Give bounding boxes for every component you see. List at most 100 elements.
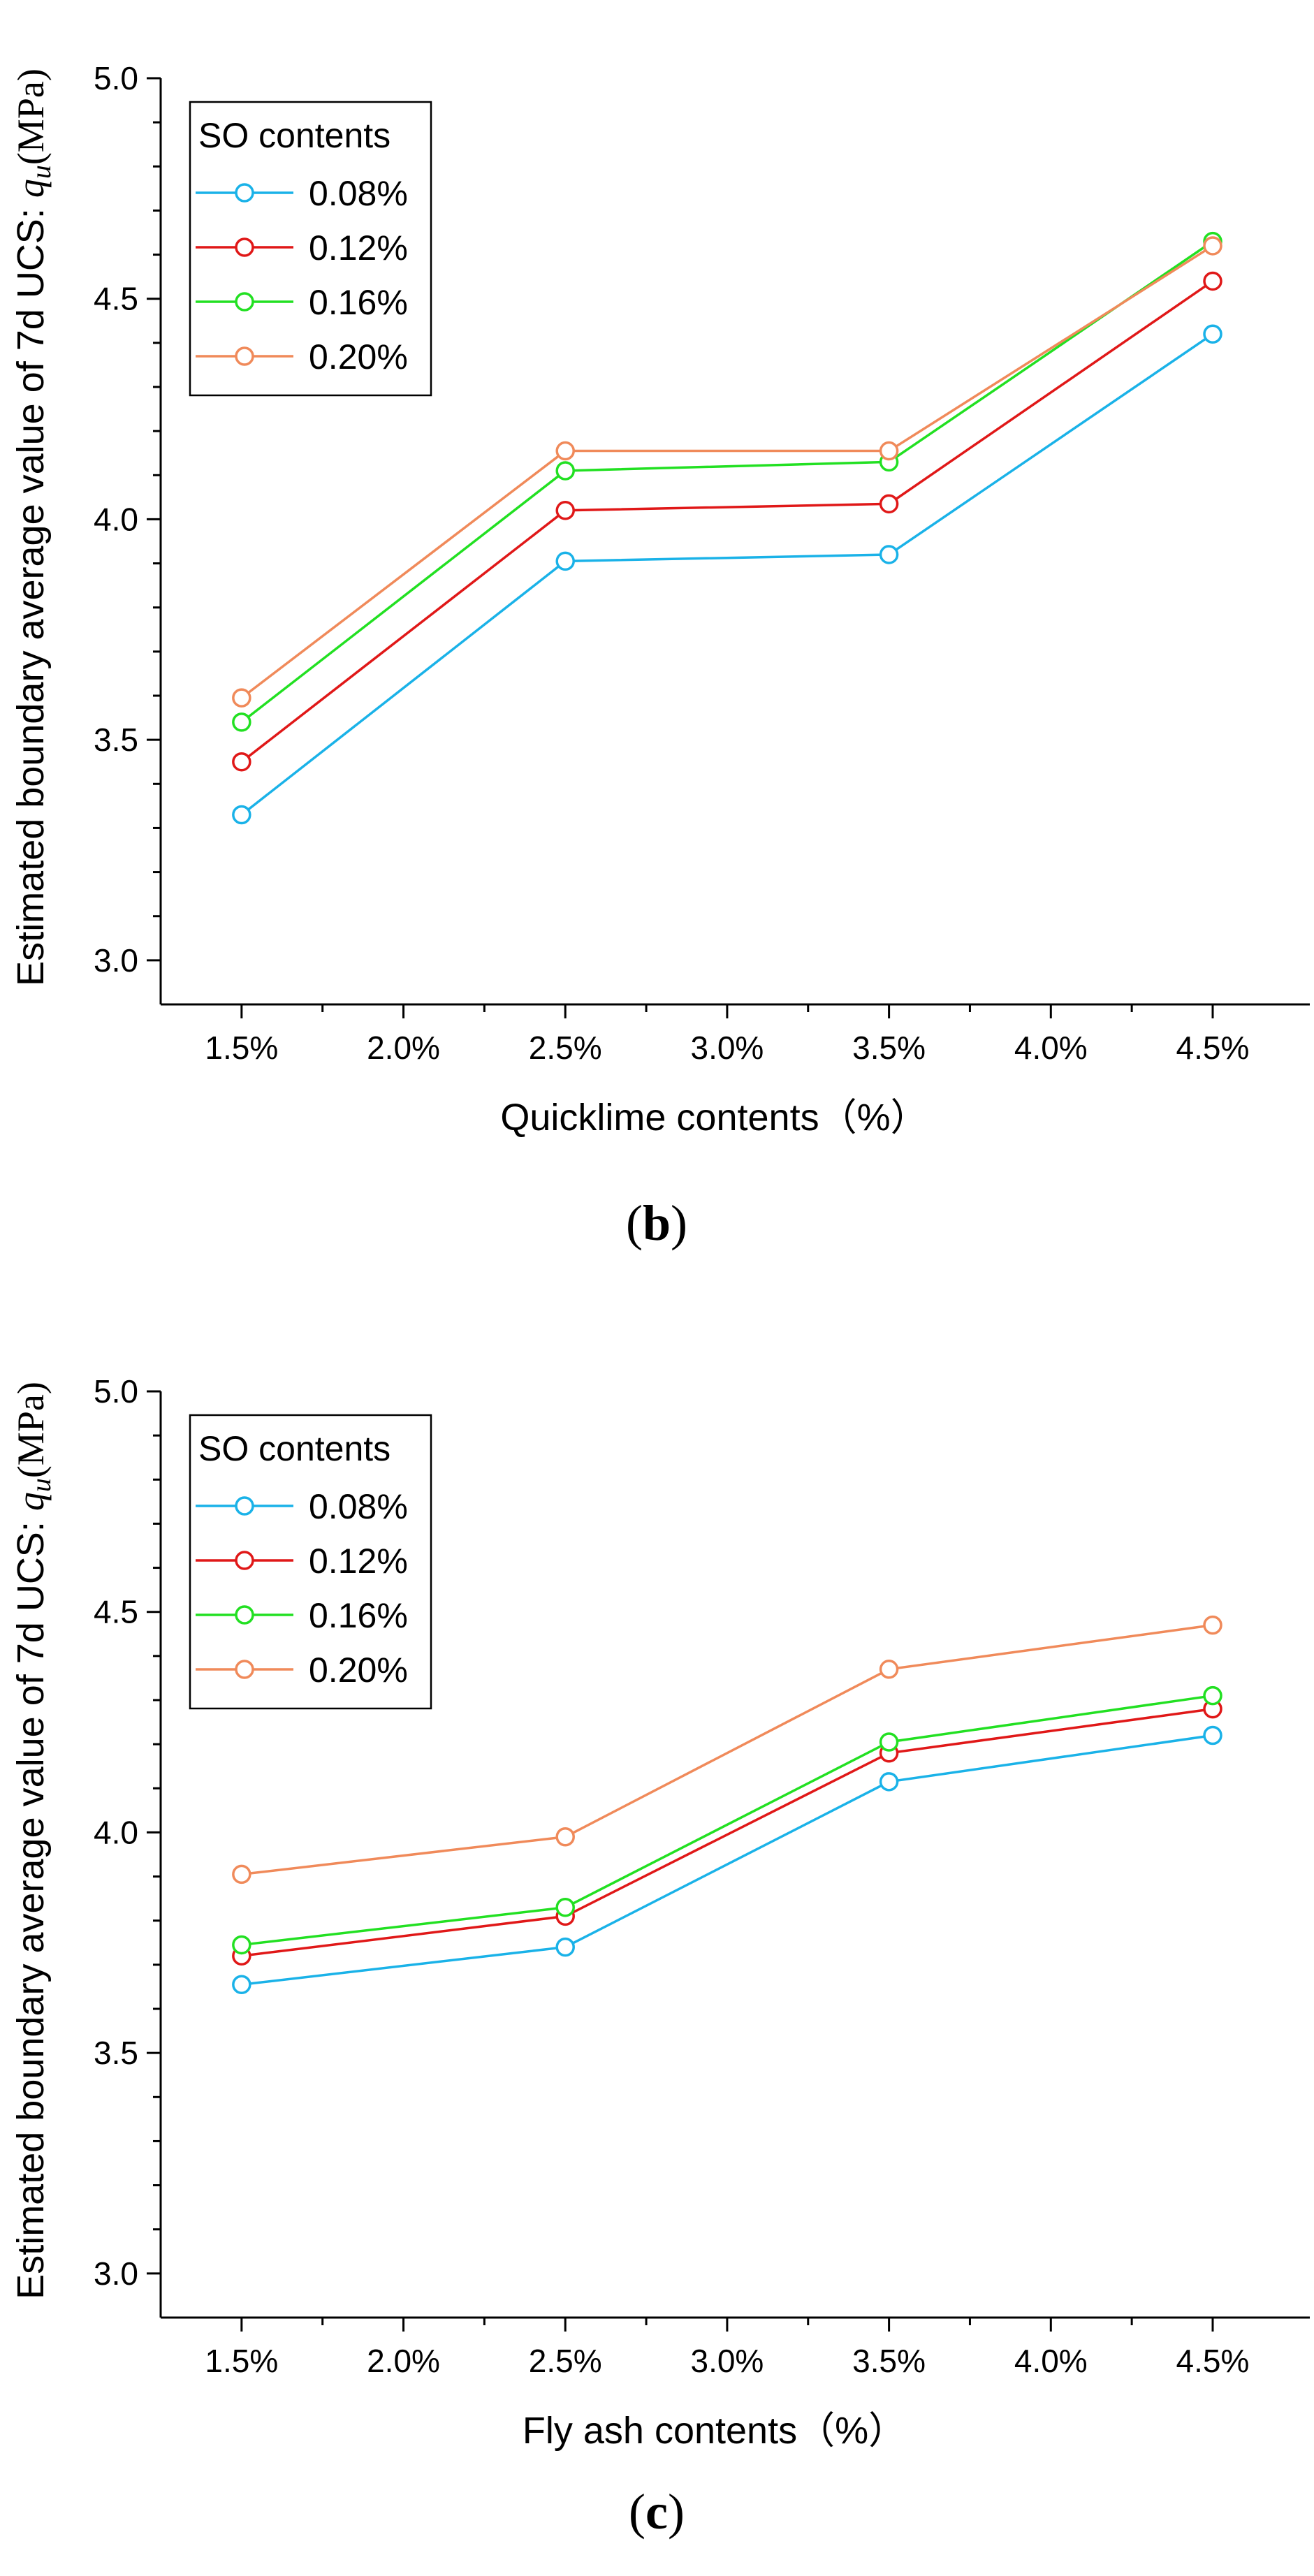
data-point-0.16%-3.5% [879, 1732, 899, 1752]
data-point-0.08%-2.5% [555, 551, 575, 571]
legend-marker-0.12% [235, 1551, 254, 1570]
legend-label-0.12%: 0.12% [309, 1542, 408, 1581]
data-point-0.20%-3.5% [879, 441, 899, 461]
data-point-0.08%-3.5% [879, 545, 899, 564]
x-tick-label: 3.5% [852, 2343, 926, 2379]
data-point-0.12%-2.5% [555, 501, 575, 520]
panel-label-open: ( [629, 2484, 645, 2540]
legend-label-0.08%: 0.08% [309, 1487, 408, 1526]
data-point-0.12%-3.5% [879, 494, 899, 514]
data-point-0.16%-4.5% [1203, 1685, 1222, 1706]
legend-box [189, 101, 432, 397]
x-tick-label: 3.0% [690, 1030, 764, 1066]
x-tick-label: 2.0% [367, 1030, 440, 1066]
data-point-0.12%-1.5% [232, 752, 251, 772]
data-point-0.20%-3.5% [879, 1660, 899, 1679]
series-line-0.08% [241, 1734, 1213, 1986]
data-point-0.08%-2.5% [555, 1937, 575, 1957]
x-tick-label: 3.0% [690, 2343, 764, 2379]
x-tick-label: 4.5% [1176, 2343, 1250, 2379]
y-tick-label: 4.5 [94, 281, 138, 317]
y-tick-label: 3.5 [94, 2035, 138, 2071]
legend-label-0.16%: 0.16% [309, 283, 408, 322]
x-tick-label: 4.5% [1176, 1030, 1250, 1066]
legend-marker-0.08% [235, 1496, 254, 1516]
y-tick-label: 3.0 [94, 2255, 138, 2292]
panel-label: (c) [629, 2484, 685, 2540]
legend-marker-0.20% [235, 1660, 254, 1679]
series-line-0.12% [240, 280, 1213, 763]
x-tick-label: 3.5% [852, 1030, 926, 1066]
legend-title: SO contents [198, 1429, 390, 1468]
legend-label-0.20%: 0.20% [309, 337, 408, 376]
x-axis-title: Fly ash contents（%） [523, 2410, 906, 2452]
legend-label-0.08%: 0.08% [309, 174, 408, 213]
x-axis-title: Quicklime contents（%） [500, 1097, 928, 1139]
y-tick-label: 4.0 [94, 501, 138, 537]
y-axis-title: Estimated boundary average value of 7d U… [10, 68, 57, 986]
data-point-0.16%-2.5% [555, 1898, 575, 1917]
y-axis-title-sub: u [25, 1478, 57, 1492]
data-point-0.08%-3.5% [879, 1772, 899, 1792]
data-point-0.16%-2.5% [555, 461, 575, 481]
legend-marker-0.16% [235, 1605, 254, 1625]
legend-label-0.20%: 0.20% [309, 1651, 408, 1690]
data-point-0.08%-1.5% [232, 805, 251, 825]
data-point-0.20%-4.5% [1203, 236, 1222, 256]
data-point-0.20%-1.5% [232, 1864, 251, 1885]
x-tick-label: 4.0% [1014, 1030, 1088, 1066]
y-tick-label: 5.0 [94, 60, 138, 96]
y-axis-title-unit: (MPa) [10, 1382, 52, 1478]
y-tick-label: 4.5 [94, 1594, 138, 1630]
series-line-0.16% [241, 1694, 1213, 1947]
y-tick-label: 3.5 [94, 722, 138, 758]
series-line-0.16% [240, 240, 1213, 724]
y-axis-title-prefix: Estimated boundary average value of 7d U… [10, 1511, 52, 2299]
data-point-0.08%-4.5% [1203, 1725, 1222, 1746]
series-line-0.20% [241, 1623, 1213, 1876]
panel-label-letter: c [645, 2484, 668, 2540]
y-axis-title-var: q [10, 1492, 52, 1511]
series-line-0.12% [241, 1707, 1213, 1957]
panel-label-letter: b [643, 1195, 671, 1251]
series-line-0.20% [240, 244, 1213, 699]
legend-marker-0.12% [235, 237, 254, 257]
y-tick-label: 3.0 [94, 942, 138, 979]
panel-label: (b) [626, 1195, 687, 1251]
x-tick-label: 2.5% [529, 2343, 602, 2379]
data-point-0.16%-1.5% [232, 1935, 251, 1955]
legend-label-0.12%: 0.12% [309, 228, 408, 268]
legend-label-0.16%: 0.16% [309, 1596, 408, 1635]
y-axis-title-var: q [10, 179, 52, 198]
data-point-0.20%-2.5% [555, 441, 575, 461]
data-point-0.20%-1.5% [232, 688, 251, 708]
x-tick-label: 1.5% [205, 2343, 278, 2379]
x-tick-label: 2.5% [529, 1030, 602, 1066]
data-point-0.12%-4.5% [1203, 271, 1222, 291]
y-tick-label: 4.0 [94, 1814, 138, 1850]
x-tick-label: 1.5% [205, 1030, 278, 1066]
data-point-0.08%-1.5% [232, 1975, 251, 1995]
y-axis-title-sub: u [25, 165, 57, 179]
data-point-0.20%-4.5% [1203, 1615, 1222, 1635]
y-axis-title-unit: (MPa) [10, 68, 52, 165]
legend-title: SO contents [198, 116, 390, 155]
series-line-0.08% [240, 332, 1213, 816]
chart-c: 3.0 3.5 4.0 4.5 5.0 1.5% 2.0% 2.5% 3.0% 3.5% 4.0% 4… [10, 1373, 1310, 2540]
legend-marker-0.20% [235, 346, 254, 366]
y-axis-title-prefix: Estimated boundary average value of 7d U… [10, 198, 52, 986]
x-tick-label: 2.0% [367, 2343, 440, 2379]
data-point-0.20%-2.5% [555, 1827, 575, 1847]
panel-label-open: ( [626, 1195, 643, 1251]
legend-marker-0.16% [235, 292, 254, 312]
data-point-0.16%-1.5% [232, 712, 251, 732]
chart-b: 3.0 3.5 4.0 4.5 5.0 1.5% 2.0% 2.5% 3.0% 3.5% 4.0% 4… [10, 60, 1310, 1251]
legend-box [189, 1414, 432, 1710]
legend-marker-0.08% [235, 183, 254, 203]
panel-label-close: ) [668, 2484, 685, 2540]
x-tick-label: 4.0% [1014, 2343, 1088, 2379]
data-point-0.08%-4.5% [1203, 324, 1222, 344]
panel-label-close: ) [671, 1195, 687, 1251]
y-axis-title: Estimated boundary average value of 7d U… [10, 1382, 57, 2299]
y-tick-label: 5.0 [94, 1373, 138, 1410]
